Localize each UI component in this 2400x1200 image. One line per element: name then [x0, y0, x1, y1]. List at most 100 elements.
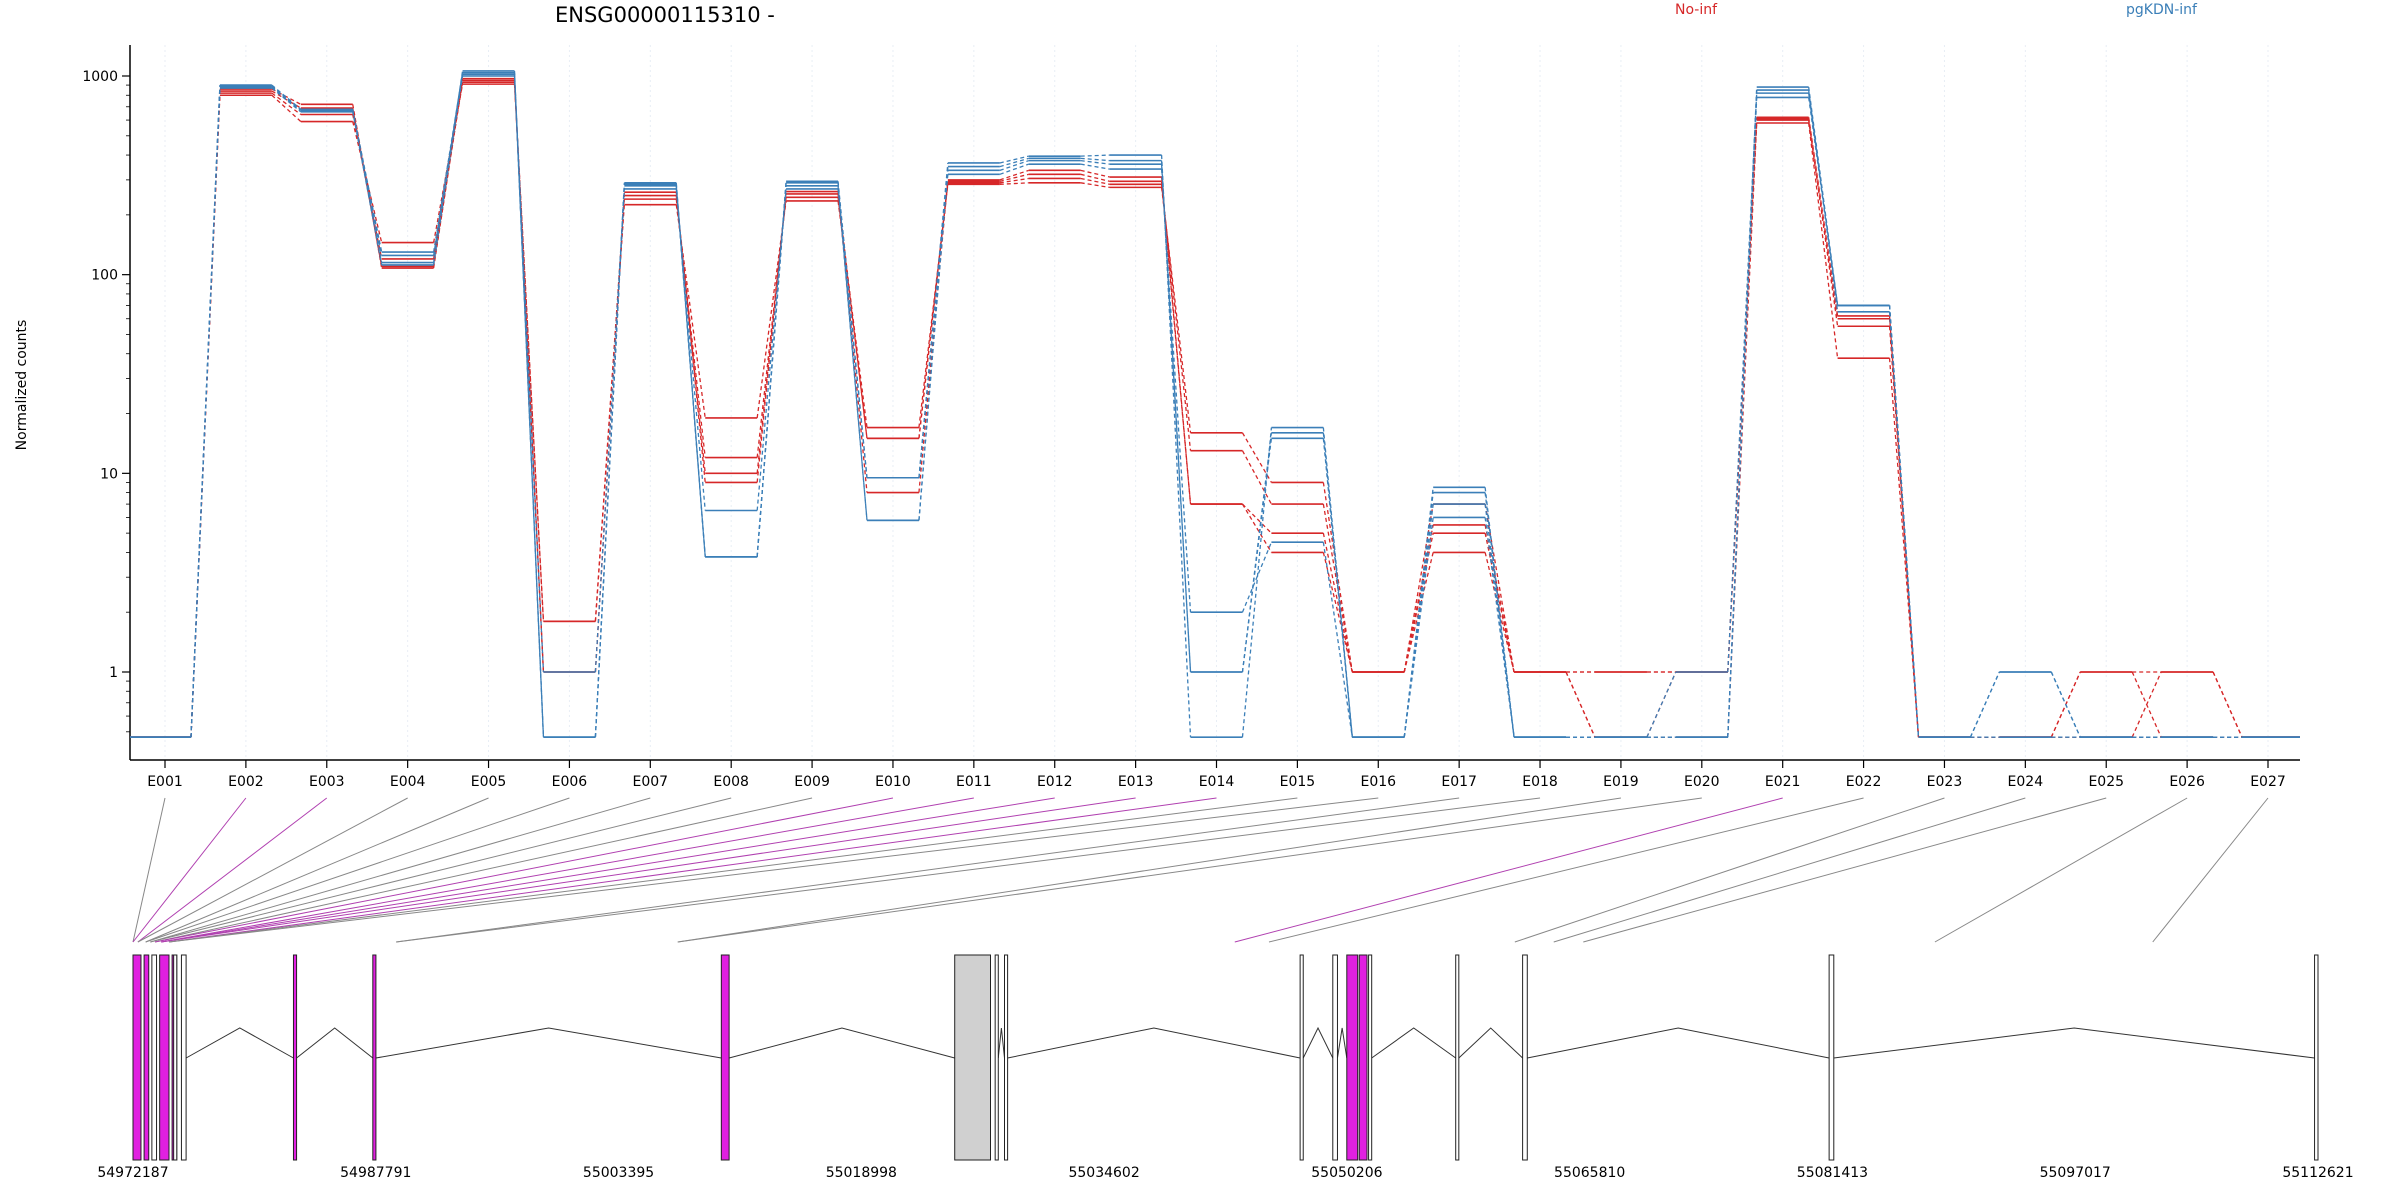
data-transition-e011: [999, 173, 1029, 182]
connector-e011: [161, 797, 974, 943]
connector-e006: [145, 797, 570, 943]
connector-e017: [396, 797, 1460, 943]
data-transition-e011: [999, 177, 1029, 184]
data-transition-e020: [1727, 122, 1758, 738]
exon-box-15: [1346, 954, 1359, 1161]
x-tick-label-e008: E008: [713, 774, 749, 790]
exon-box-9: [720, 954, 730, 1161]
intron-chevron: [1371, 1027, 1457, 1059]
data-transition-e004: [432, 70, 464, 263]
data-transition-e026: [2212, 671, 2243, 738]
coordinate-label-9: 55112621: [2282, 1165, 2353, 1181]
intron-chevron: [1527, 1027, 1830, 1059]
y-tick-label-1000: 1000: [82, 69, 118, 85]
connector-e026: [1934, 797, 2188, 943]
data-transition-e021: [1808, 117, 1839, 317]
data-transition-e012: [1080, 169, 1110, 178]
x-tick-label-e002: E002: [228, 774, 264, 790]
exon-box-16: [1358, 954, 1368, 1161]
data-transition-e021: [1808, 122, 1839, 359]
data-transition-e014: [1241, 432, 1273, 673]
data-transition-e017: [1484, 524, 1515, 673]
data-transition-e013: [1160, 160, 1192, 673]
exon-box-11: [994, 954, 999, 1161]
exon-box-18: [1455, 954, 1460, 1161]
x-tick-label-e007: E007: [633, 774, 669, 790]
exon-box-14: [1332, 954, 1338, 1161]
data-transition-e005: [513, 70, 545, 738]
exon-box-13: [1299, 954, 1304, 1161]
connector-e005: [145, 797, 489, 943]
data-transition-e002: [271, 88, 302, 105]
y-tick-label-10: 10: [100, 466, 118, 482]
connector-e025: [1583, 797, 2107, 943]
series-no-inf-0: [130, 83, 2300, 738]
exon-box-17: [1368, 954, 1373, 1161]
intron-chevron: [728, 1027, 955, 1059]
intron-chevron: [1833, 1027, 2315, 1059]
connector-e014: [168, 797, 1217, 943]
x-tick-label-e009: E009: [794, 774, 830, 790]
exon-box-8: [372, 954, 377, 1161]
connector-e001: [132, 797, 166, 943]
coordinate-label-3: 55018998: [826, 1165, 897, 1181]
data-transition-e025: [2131, 671, 2162, 738]
data-transition-e011: [999, 169, 1029, 181]
data-transition-e007: [675, 184, 706, 557]
data-transition-e002: [271, 84, 302, 110]
coordinate-label-2: 55003395: [583, 1165, 654, 1181]
data-transition-e005: [513, 74, 545, 738]
connector-e022: [1268, 797, 1864, 943]
intron-chevron: [997, 1027, 1005, 1059]
coordinate-label-7: 55081413: [1797, 1165, 1868, 1181]
x-tick-label-e018: E018: [1522, 774, 1558, 790]
data-transition-e004: [432, 72, 464, 253]
legend-entry-no-inf: No-inf: [1675, 2, 1718, 18]
data-transition-e002: [271, 90, 302, 109]
data-transition-e011: [999, 160, 1029, 171]
data-transition-e024: [2050, 671, 2081, 738]
series-no-inf-1: [130, 81, 2300, 738]
x-tick-label-e015: E015: [1280, 774, 1316, 790]
data-transition-e014: [1241, 427, 1273, 738]
data-transition-e017: [1484, 533, 1515, 673]
data-transition-e013: [1160, 181, 1192, 505]
coordinate-label-0: 54972187: [97, 1165, 168, 1181]
data-transition-e009: [837, 182, 868, 521]
chart-title: ENSG00000115310 -: [555, 3, 775, 27]
data-transition-e009: [837, 197, 868, 439]
x-tick-label-e011: E011: [956, 774, 992, 790]
data-transition-e015: [1322, 542, 1353, 738]
exon-box-20: [1828, 954, 1835, 1161]
data-transition-e020: [1727, 93, 1758, 673]
x-tick-label-e022: E022: [1846, 774, 1882, 790]
data-transition-e007: [675, 188, 706, 511]
intron-chevron: [1336, 1027, 1348, 1059]
x-tick-label-e004: E004: [390, 774, 426, 790]
x-tick-label-e003: E003: [309, 774, 345, 790]
exon-box-3: [159, 954, 170, 1161]
data-transition-e003: [352, 109, 383, 263]
data-transition-e010: [918, 162, 949, 478]
x-tick-label-e024: E024: [2008, 774, 2044, 790]
data-transition-e006: [594, 199, 625, 622]
data-transition-e019: [1646, 671, 1677, 738]
exon-box-19: [1522, 954, 1528, 1161]
series-pgkdn-inf-5: [130, 73, 2300, 738]
data-transition-e010: [918, 181, 949, 439]
data-transition-e012: [1080, 159, 1110, 165]
data-transition-e009: [837, 181, 868, 478]
intron-chevron: [375, 1027, 722, 1059]
intron-chevron: [1007, 1027, 1301, 1059]
data-transition-e011: [999, 157, 1029, 168]
x-tick-label-e014: E014: [1199, 774, 1235, 790]
y-tick-label-1: 1: [109, 665, 118, 681]
data-transition-e009: [837, 188, 868, 478]
connector-e004: [137, 797, 408, 943]
exon-box-1: [143, 954, 150, 1161]
data-transition-e016: [1403, 517, 1434, 738]
data-transition-e014: [1241, 432, 1272, 483]
connector-e021: [1234, 797, 1783, 943]
exon-box-10: [954, 954, 991, 1161]
data-transition-e015: [1322, 533, 1353, 673]
